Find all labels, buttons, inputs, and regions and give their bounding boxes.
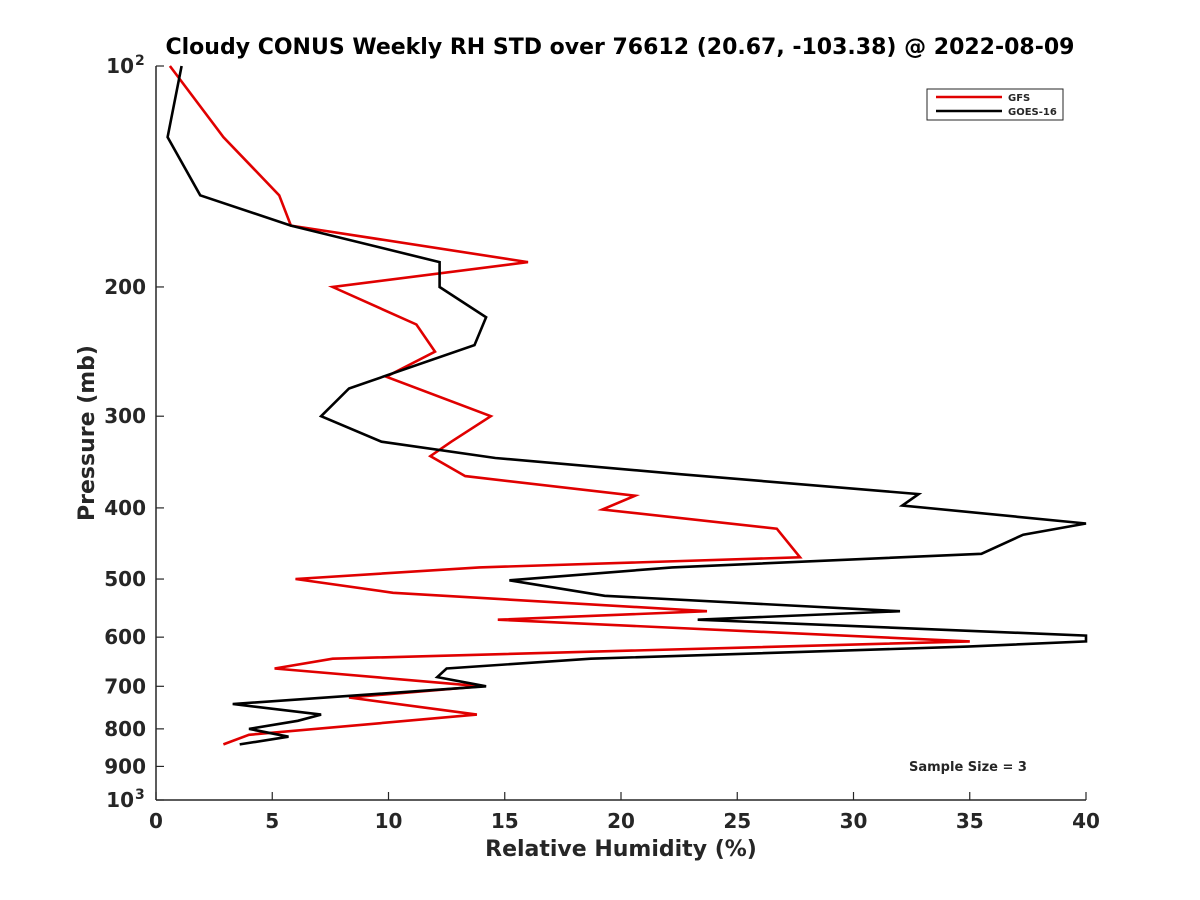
y-tick-exponent: 3 [135, 787, 145, 803]
legend-label-gfs: GFS [1008, 93, 1030, 104]
legend-box [926, 88, 1064, 121]
series-line-gfs [168, 65, 970, 746]
sample-size-annotation: Sample Size = 3 [909, 760, 1027, 775]
x-tick-label: 25 [723, 809, 751, 833]
y-tick-label: 600 [104, 625, 146, 649]
y-tick-label: 300 [104, 404, 146, 428]
x-tick-label: 0 [149, 809, 163, 833]
y-tick-label: 10 [106, 54, 134, 78]
x-tick-label: 30 [840, 809, 868, 833]
plot-area [156, 66, 1086, 800]
x-tick-label: 20 [607, 809, 635, 833]
y-tick-label: 500 [104, 567, 146, 591]
legend-label-goes16: GOES-16 [1008, 107, 1057, 118]
y-tick-label: 800 [104, 717, 146, 741]
y-tick-label: 200 [104, 275, 146, 299]
x-tick-label: 40 [1072, 809, 1100, 833]
y-tick-label: 700 [104, 674, 146, 698]
series-layer [166, 65, 1088, 746]
y-tick-label: 10 [106, 788, 134, 812]
legend: GFS GOES-16 [926, 88, 1064, 121]
y-axis-label: Pressure (mb) [75, 345, 100, 521]
y-tick-label: 400 [104, 496, 146, 520]
x-tick-label: 15 [491, 809, 519, 833]
chart-title: Cloudy CONUS Weekly RH STD over 76612 (2… [166, 35, 1075, 60]
x-ticks: 0 5 10 15 20 25 30 35 40 [149, 792, 1100, 833]
x-tick-label: 5 [265, 809, 279, 833]
x-tick-label: 35 [956, 809, 984, 833]
y-tick-exponent: 2 [135, 53, 145, 69]
y-tick-label: 900 [104, 754, 146, 778]
x-tick-label: 10 [375, 809, 403, 833]
x-axis-label: Relative Humidity (%) [485, 837, 757, 862]
series-line-goes16 [166, 65, 1088, 746]
